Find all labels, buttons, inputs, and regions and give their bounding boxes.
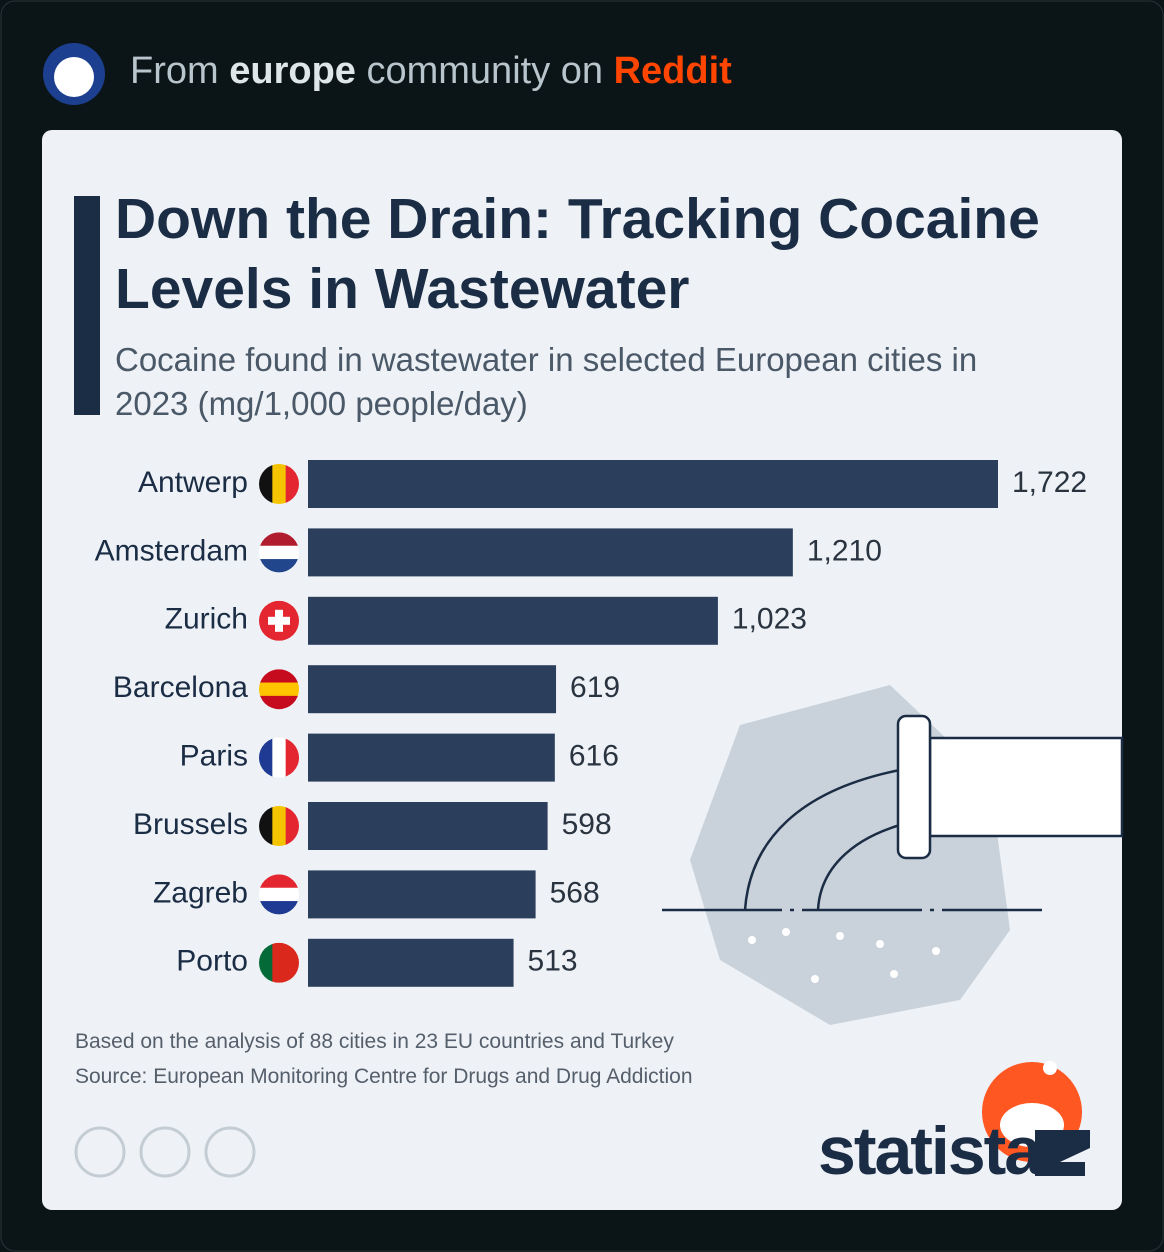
brand-mark [1035,1130,1090,1176]
category-label: Barcelona [113,671,248,704]
flag-part [259,887,299,902]
value-label: 1,210 [807,534,882,567]
flag-part [259,682,299,697]
flag-part [285,464,299,504]
source: Source: European Monitoring Centre for D… [75,1065,693,1088]
license-icons [74,1126,256,1178]
note: Based on the analysis of 88 cities in 23… [75,1030,674,1053]
flag-part [259,901,299,915]
flag-part [272,942,287,983]
bar [308,528,793,577]
bar [308,733,555,782]
category-label: Paris [180,740,248,773]
flag [259,600,299,641]
flag [259,942,299,983]
category-label: Antwerp [138,466,248,499]
header-text: From [130,50,219,92]
category-label: Amsterdam [95,534,248,567]
bar [308,938,514,987]
brand: statista [818,1113,1042,1189]
value-label: 513 [528,945,578,978]
flag [259,737,299,778]
category-label: Zagreb [153,876,248,909]
flag-part [259,874,299,889]
value-label: 598 [562,808,612,841]
flag-part [259,737,273,778]
flag-part [272,464,287,504]
value-label: 1,722 [1012,466,1087,499]
bar [308,870,536,919]
flag-part [272,737,287,778]
flag-part [272,806,287,846]
bar [308,460,998,508]
chart-title: Down the Drain: Tracking Cocaine Levels … [115,187,1040,321]
flag-part [259,464,273,504]
category-label: Brussels [133,808,248,841]
flag [259,874,299,915]
bar [308,596,718,645]
flag-part [259,532,299,547]
flag-part [259,695,299,710]
community-icon-face [54,57,94,97]
flag-part [259,545,299,560]
flag-part [285,737,299,778]
flag [259,464,299,504]
community-name[interactable]: europe [229,50,356,92]
flag-part [259,806,273,846]
chart-subtitle: Cocaine found in wastewater in selected … [115,341,978,422]
value-label: 619 [570,671,620,704]
bar [308,802,548,850]
flag-part [268,616,290,625]
flag-part [259,669,299,684]
header-text: community on [366,50,604,92]
flag [259,532,299,573]
value-label: 1,023 [732,603,807,636]
flag [259,669,299,710]
value-label: 616 [569,740,619,773]
bar [308,665,557,714]
category-label: Zurich [165,603,248,636]
flag-part [285,942,299,983]
illustration [662,685,1124,1025]
value-label: 568 [550,876,600,909]
site-name[interactable]: Reddit [613,50,732,92]
header: From europe community on Reddit [130,50,732,93]
flag-part [259,942,273,983]
flag [259,806,299,846]
flag-part [259,559,299,573]
flag-part [285,806,299,846]
category-label: Porto [176,945,248,978]
title-accent [74,196,100,415]
